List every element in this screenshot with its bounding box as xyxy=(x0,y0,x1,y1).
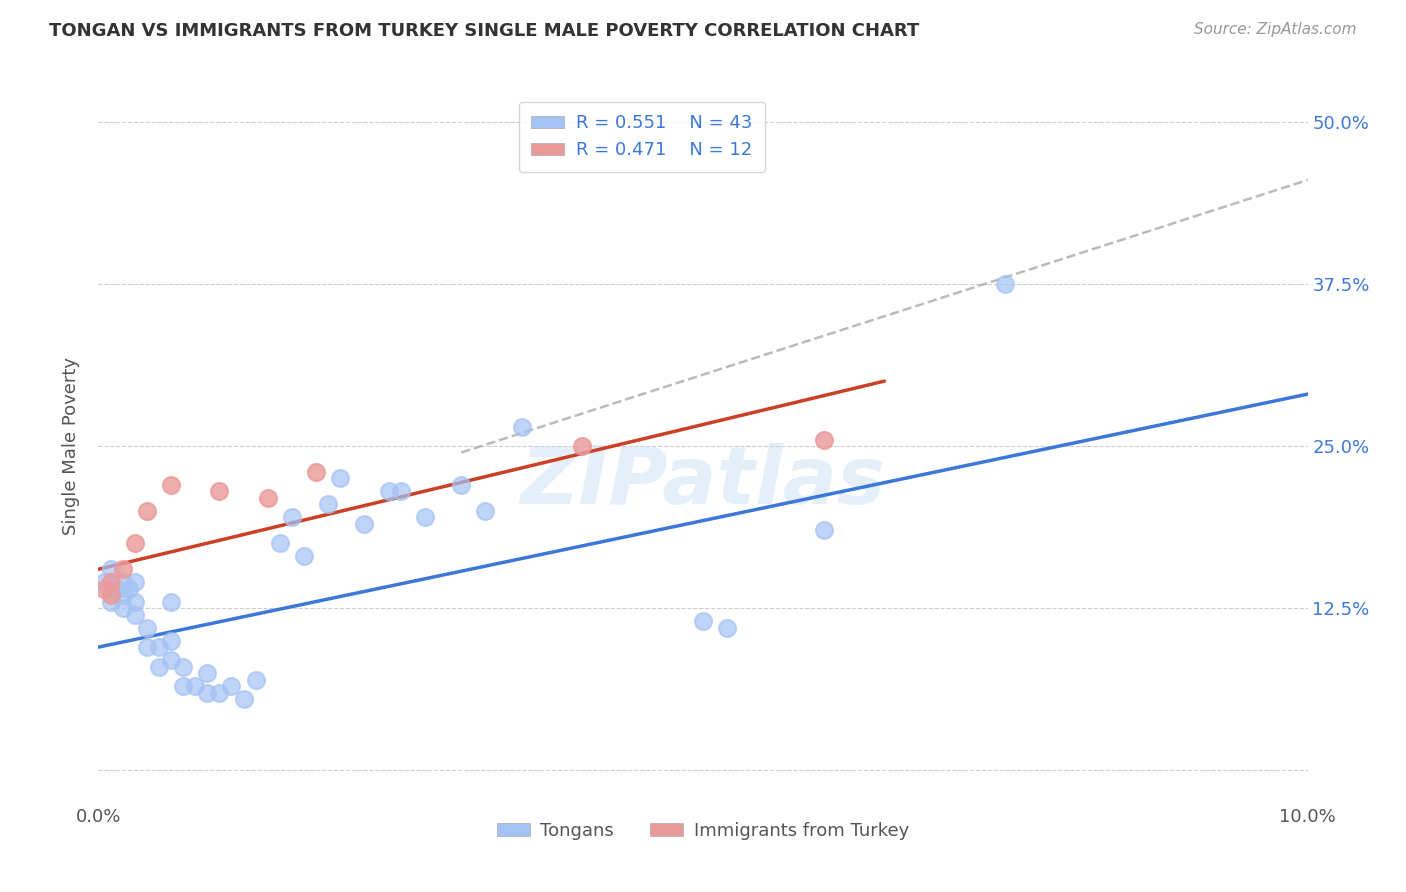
Point xyxy=(100,588,122,602)
Point xyxy=(813,524,835,538)
Point xyxy=(172,679,194,693)
Point xyxy=(353,516,375,531)
Point xyxy=(474,504,496,518)
Text: TONGAN VS IMMIGRANTS FROM TURKEY SINGLE MALE POVERTY CORRELATION CHART: TONGAN VS IMMIGRANTS FROM TURKEY SINGLE … xyxy=(49,22,920,40)
Point xyxy=(377,484,399,499)
Point xyxy=(571,439,593,453)
Point xyxy=(118,582,141,596)
Point xyxy=(256,491,278,505)
Point xyxy=(100,595,122,609)
Point xyxy=(281,510,304,524)
Point xyxy=(124,575,146,590)
Point xyxy=(111,562,134,576)
Point xyxy=(160,478,183,492)
Point xyxy=(692,614,714,628)
Point xyxy=(160,653,183,667)
Point xyxy=(111,588,134,602)
Text: ZIPatlas: ZIPatlas xyxy=(520,442,886,521)
Point xyxy=(148,659,170,673)
Point xyxy=(221,679,243,693)
Point xyxy=(135,504,157,518)
Point xyxy=(413,510,436,524)
Point xyxy=(195,666,218,681)
Point xyxy=(316,497,339,511)
Point xyxy=(329,471,352,485)
Point xyxy=(994,277,1017,291)
Point xyxy=(208,685,231,699)
Y-axis label: Single Male Poverty: Single Male Poverty xyxy=(62,357,80,535)
Point xyxy=(232,692,254,706)
Point xyxy=(292,549,315,564)
Point xyxy=(510,419,533,434)
Legend: Tongans, Immigrants from Turkey: Tongans, Immigrants from Turkey xyxy=(489,815,917,847)
Point xyxy=(813,433,835,447)
Point xyxy=(184,679,207,693)
Point xyxy=(111,575,134,590)
Point xyxy=(100,575,122,590)
Text: Source: ZipAtlas.com: Source: ZipAtlas.com xyxy=(1194,22,1357,37)
Point xyxy=(148,640,170,654)
Point xyxy=(389,484,412,499)
Point xyxy=(269,536,291,550)
Point xyxy=(93,575,115,590)
Point xyxy=(160,595,183,609)
Point xyxy=(124,536,146,550)
Point xyxy=(135,621,157,635)
Point xyxy=(124,607,146,622)
Point xyxy=(195,685,218,699)
Point xyxy=(450,478,472,492)
Point xyxy=(100,562,122,576)
Point xyxy=(105,582,128,596)
Point xyxy=(160,633,183,648)
Point xyxy=(135,640,157,654)
Point xyxy=(716,621,738,635)
Point xyxy=(111,601,134,615)
Point xyxy=(245,673,267,687)
Point xyxy=(124,595,146,609)
Point xyxy=(208,484,231,499)
Point xyxy=(93,582,115,596)
Point xyxy=(305,465,328,479)
Point xyxy=(172,659,194,673)
